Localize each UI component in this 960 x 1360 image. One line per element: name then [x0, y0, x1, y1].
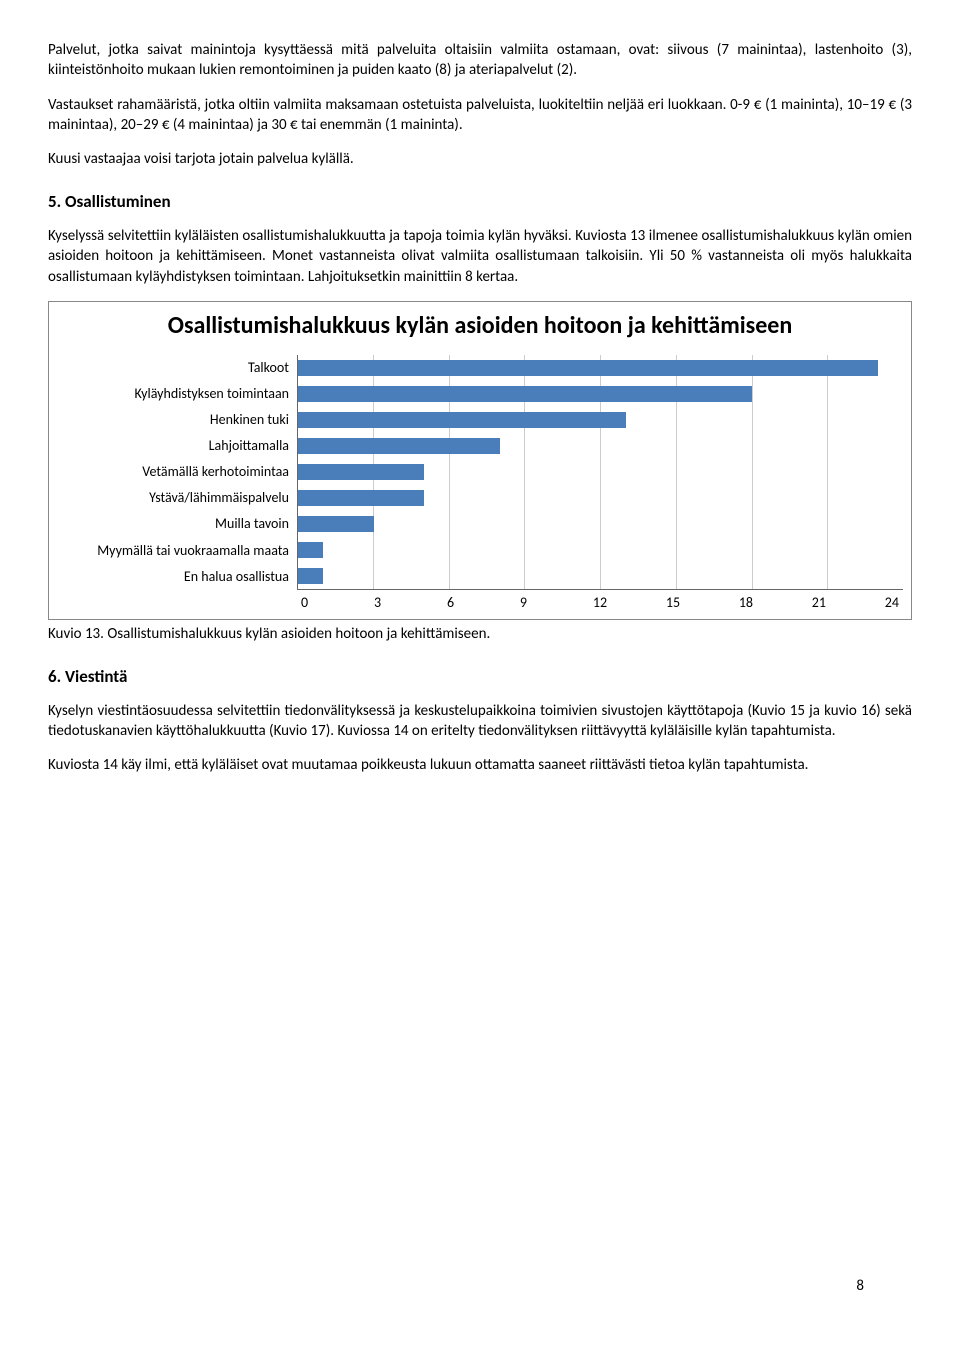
chart-category-label: Vetämällä kerhotoimintaa: [57, 459, 289, 485]
chart-bar-row: [298, 355, 903, 381]
chart-bar-row: [298, 459, 903, 485]
chart-bar-row: [298, 407, 903, 433]
paragraph-participation-intro: Kyselyssä selvitettiin kyläläisten osall…: [48, 226, 912, 287]
chart-caption: Kuvio 13. Osallistumishalukkuus kylän as…: [48, 624, 912, 644]
heading-communication: 6. Viestintä: [48, 666, 912, 689]
paragraph-services: Palvelut, jotka saivat mainintoja kysytt…: [48, 40, 912, 81]
paragraph-communication-intro: Kyselyn viestintäosuudessa selvitettiin …: [48, 701, 912, 742]
chart-bar: [298, 568, 323, 584]
chart-bar-row: [298, 381, 903, 407]
chart-x-tick: 0: [301, 594, 374, 613]
chart-y-labels: TalkootKyläyhdistyksen toimintaanHenkine…: [57, 355, 297, 590]
chart-plot-area: [297, 355, 903, 590]
chart-category-label: Kyläyhdistyksen toimintaan: [57, 381, 289, 407]
chart-category-label: Lahjoittamalla: [57, 433, 289, 459]
chart-x-tick: 15: [666, 594, 739, 613]
chart-bar: [298, 386, 752, 402]
paragraph-providers: Kuusi vastaajaa voisi tarjota jotain pal…: [48, 149, 912, 169]
chart-bar: [298, 542, 323, 558]
chart-x-tick: 24: [885, 594, 899, 613]
chart-x-tick: 21: [812, 594, 885, 613]
chart-bar-row: [298, 537, 903, 563]
chart-bar: [298, 412, 626, 428]
chart-x-tick: 6: [447, 594, 520, 613]
chart-bar-row: [298, 485, 903, 511]
chart-category-label: Muilla tavoin: [57, 511, 289, 537]
heading-participation: 5. Osallistuminen: [48, 191, 912, 214]
chart-bar-row: [298, 511, 903, 537]
chart-bar: [298, 516, 374, 532]
chart-category-label: Talkoot: [57, 355, 289, 381]
chart-bar: [298, 490, 424, 506]
chart-category-label: En halua osallistua: [57, 564, 289, 590]
chart-bar-row: [298, 433, 903, 459]
chart-x-tick: 3: [374, 594, 447, 613]
chart-bar-row: [298, 563, 903, 589]
chart-container: Osallistumishalukkuus kylän asioiden hoi…: [48, 301, 912, 620]
chart-category-label: Ystävä/lähimmäispalvelu: [57, 485, 289, 511]
chart-x-tick: 18: [739, 594, 812, 613]
chart-x-tick: 12: [593, 594, 666, 613]
chart-title: Osallistumishalukkuus kylän asioiden hoi…: [57, 312, 903, 341]
chart-x-tick: 9: [520, 594, 593, 613]
chart-category-label: Henkinen tuki: [57, 407, 289, 433]
paragraph-pricing: Vastaukset rahamääristä, jotka oltiin va…: [48, 95, 912, 136]
page-number: 8: [856, 1276, 864, 1296]
chart-category-label: Myymällä tai vuokraamalla maata: [57, 538, 289, 564]
chart-bar: [298, 438, 500, 454]
chart-bar: [298, 464, 424, 480]
chart-bar: [298, 360, 878, 376]
chart-x-axis: 03691215182124: [305, 590, 903, 613]
paragraph-communication-summary: Kuviosta 14 käy ilmi, että kyläläiset ov…: [48, 755, 912, 775]
